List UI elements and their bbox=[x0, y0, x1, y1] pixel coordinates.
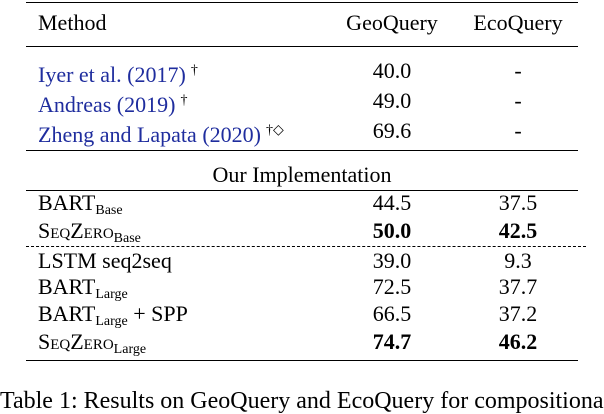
score-cell: 44.5 bbox=[372, 190, 412, 215]
section-title: Our Implementation bbox=[212, 162, 392, 187]
score-cell: 39.0 bbox=[372, 248, 412, 273]
header-cell: Method bbox=[38, 10, 107, 35]
method-name: BART bbox=[38, 190, 96, 215]
method-cell: LSTM seq2seq bbox=[38, 248, 172, 274]
method-cell: BARTBase bbox=[38, 190, 123, 224]
section-rule bbox=[26, 190, 578, 191]
score-cell: 9.3 bbox=[504, 248, 532, 273]
method-subscript: Large bbox=[113, 342, 147, 357]
header-cell: EcoQuery bbox=[473, 10, 563, 35]
score-cell: - bbox=[514, 118, 522, 143]
method-subscript: Base bbox=[95, 203, 123, 218]
method-name: Iyer et al. (2017) bbox=[38, 62, 186, 87]
score-cell: 40.0 bbox=[372, 58, 412, 83]
header-cell: GeoQuery bbox=[346, 10, 438, 35]
score-cell: - bbox=[514, 58, 522, 83]
method-cell: SeqZeroBase bbox=[38, 218, 141, 252]
score-cell: - bbox=[514, 88, 522, 113]
method-name: BART bbox=[38, 274, 96, 299]
section-rule bbox=[26, 150, 578, 151]
footnote-mark: † bbox=[180, 93, 188, 108]
method-name: Andreas (2019) bbox=[38, 92, 176, 117]
method-name: SeqZero bbox=[38, 218, 114, 243]
method-cell: Iyer et al. (2017) † bbox=[38, 58, 198, 88]
method-cell: BARTLarge + SPP bbox=[38, 301, 188, 335]
score-cell: 49.0 bbox=[372, 88, 412, 113]
method-cell: Zheng and Lapata (2020) †◇ bbox=[38, 118, 284, 148]
method-name: LSTM seq2seq bbox=[38, 248, 172, 273]
dashed-rule bbox=[26, 246, 586, 247]
score-cell: 37.5 bbox=[498, 190, 538, 215]
method-subscript: Base bbox=[113, 231, 141, 246]
method-name: SeqZero bbox=[38, 329, 114, 354]
method-subscript: Large bbox=[95, 314, 128, 329]
footnote-mark: † bbox=[190, 63, 198, 78]
top-rule bbox=[26, 2, 578, 3]
score-cell: 37.7 bbox=[498, 274, 538, 299]
method-subscript: Large bbox=[95, 287, 128, 302]
method-cell: Andreas (2019) † bbox=[38, 88, 187, 118]
bottom-rule bbox=[26, 360, 578, 361]
score-cell: 72.5 bbox=[372, 274, 412, 299]
caption: Table 1: Results on GeoQuery and EcoQuer… bbox=[0, 388, 604, 414]
method-name: Zheng and Lapata (2020) bbox=[38, 122, 261, 147]
score-cell: 46.2 bbox=[498, 329, 538, 354]
score-cell: 66.5 bbox=[372, 301, 412, 326]
score-cell: 50.0 bbox=[372, 218, 412, 243]
method-name: BART bbox=[38, 301, 96, 326]
score-cell: 42.5 bbox=[498, 218, 538, 243]
score-cell: 69.6 bbox=[372, 118, 412, 143]
method-cell: SeqZeroLarge bbox=[38, 329, 146, 363]
method-cell: BARTLarge bbox=[38, 274, 128, 308]
method-suffix: + SPP bbox=[127, 301, 188, 326]
score-cell: 37.2 bbox=[498, 301, 538, 326]
header-rule bbox=[26, 46, 578, 47]
score-cell: 74.7 bbox=[372, 329, 412, 354]
footnote-mark: †◇ bbox=[265, 123, 284, 138]
